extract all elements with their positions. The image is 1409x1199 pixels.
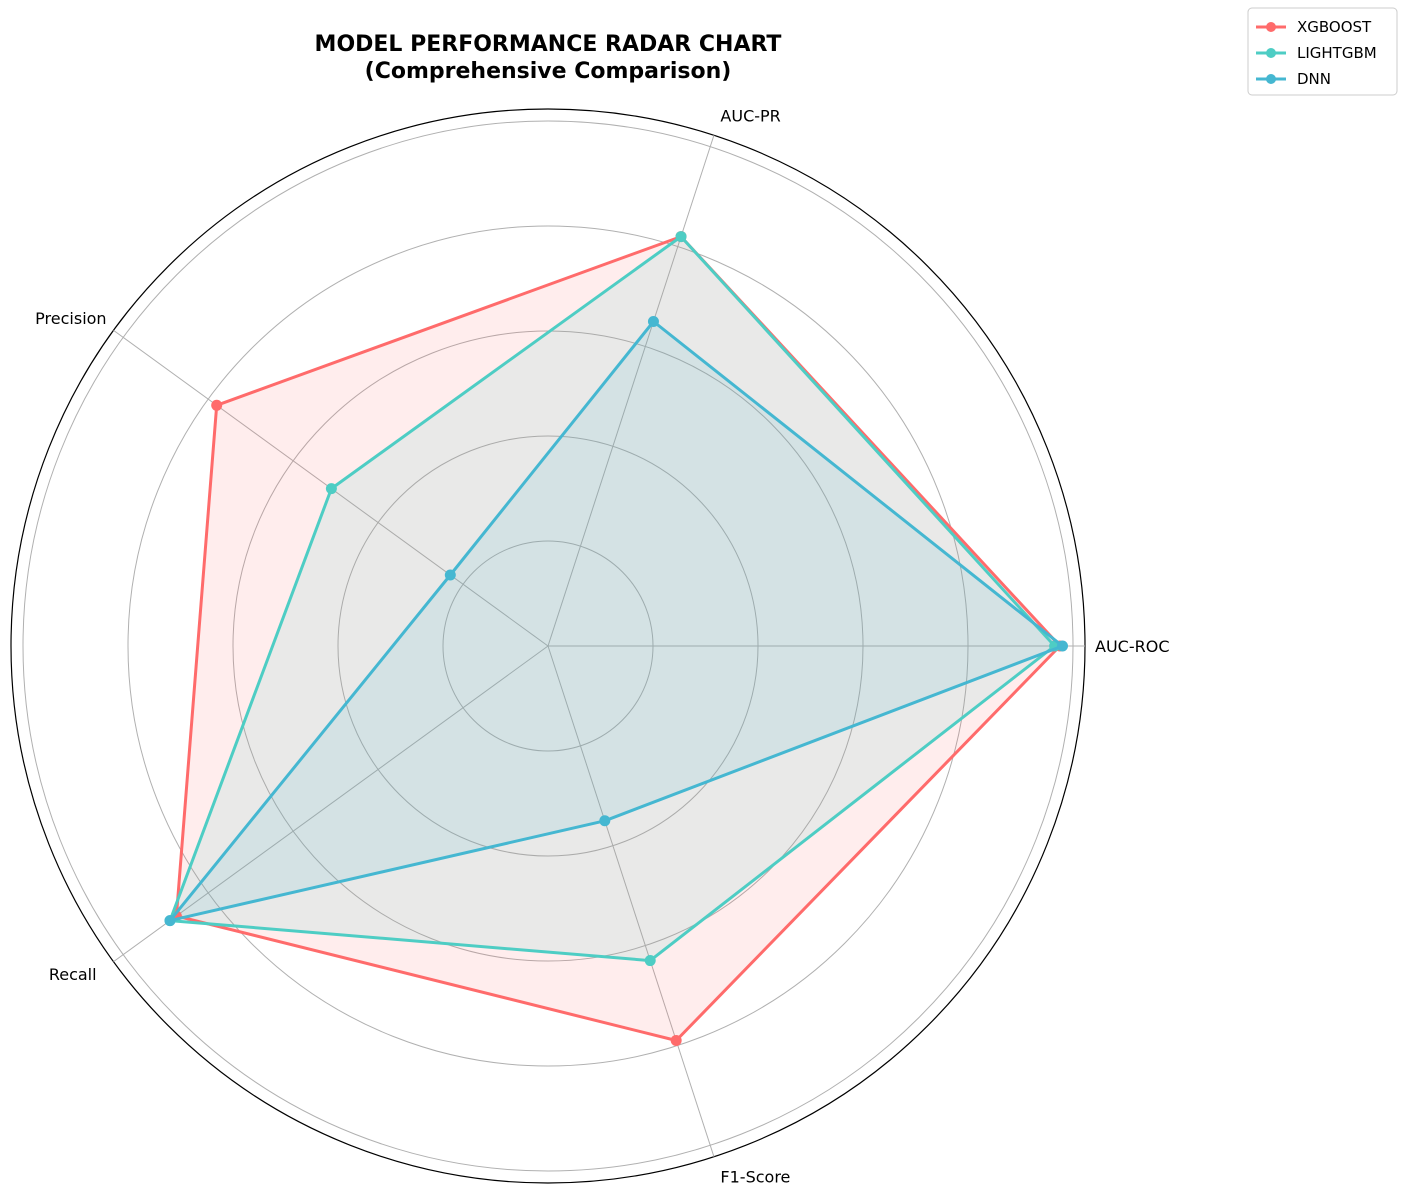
legend-swatch-marker <box>1266 48 1276 58</box>
axis-label-auc-pr: AUC-PR <box>720 106 780 125</box>
series-point <box>1057 640 1068 652</box>
legend-swatch-marker <box>1266 22 1276 32</box>
legend-frame <box>1247 7 1398 96</box>
radar-grid <box>10 108 1086 1184</box>
series-point <box>670 1034 682 1046</box>
legend-entry: XGBOOST <box>1297 18 1372 36</box>
grid-spoke <box>547 645 715 1157</box>
legend: XGBOOST LIGHTGBM DNN <box>1247 7 1398 96</box>
chart-title: MODEL PERFORMANCE RADAR CHART <box>315 32 782 57</box>
chart-subtitle: (Comprehensive Comparison) <box>365 59 732 84</box>
grid-spoke <box>113 645 549 963</box>
series-point <box>644 955 656 967</box>
series-fill <box>170 321 1063 921</box>
axis-label-auc-roc: AUC-ROC <box>1095 637 1169 656</box>
axis-labels: AUC-ROC AUC-PR Precision Recall F1-Score <box>35 106 1169 1186</box>
series-fill <box>170 236 1055 961</box>
axis-label-precision: Precision <box>35 309 106 328</box>
axis-label-recall: Recall <box>49 965 97 984</box>
series-line <box>168 235 1057 963</box>
series-point <box>444 569 456 581</box>
legend-swatch-marker <box>1266 74 1276 84</box>
radar-series <box>164 231 1068 1046</box>
series-point <box>599 815 611 827</box>
series-point <box>211 399 223 411</box>
legend-entry: DNN <box>1297 70 1331 88</box>
axis-label-f1-score: F1-Score <box>720 1168 790 1187</box>
legend-entry: LIGHTGBM <box>1297 44 1377 62</box>
series-point <box>164 915 176 927</box>
grid-spoke <box>547 135 715 647</box>
series-point <box>325 483 337 495</box>
series-fill <box>176 236 1060 1041</box>
series-line <box>168 320 1064 923</box>
series-point <box>647 315 659 327</box>
series-point <box>675 231 687 243</box>
